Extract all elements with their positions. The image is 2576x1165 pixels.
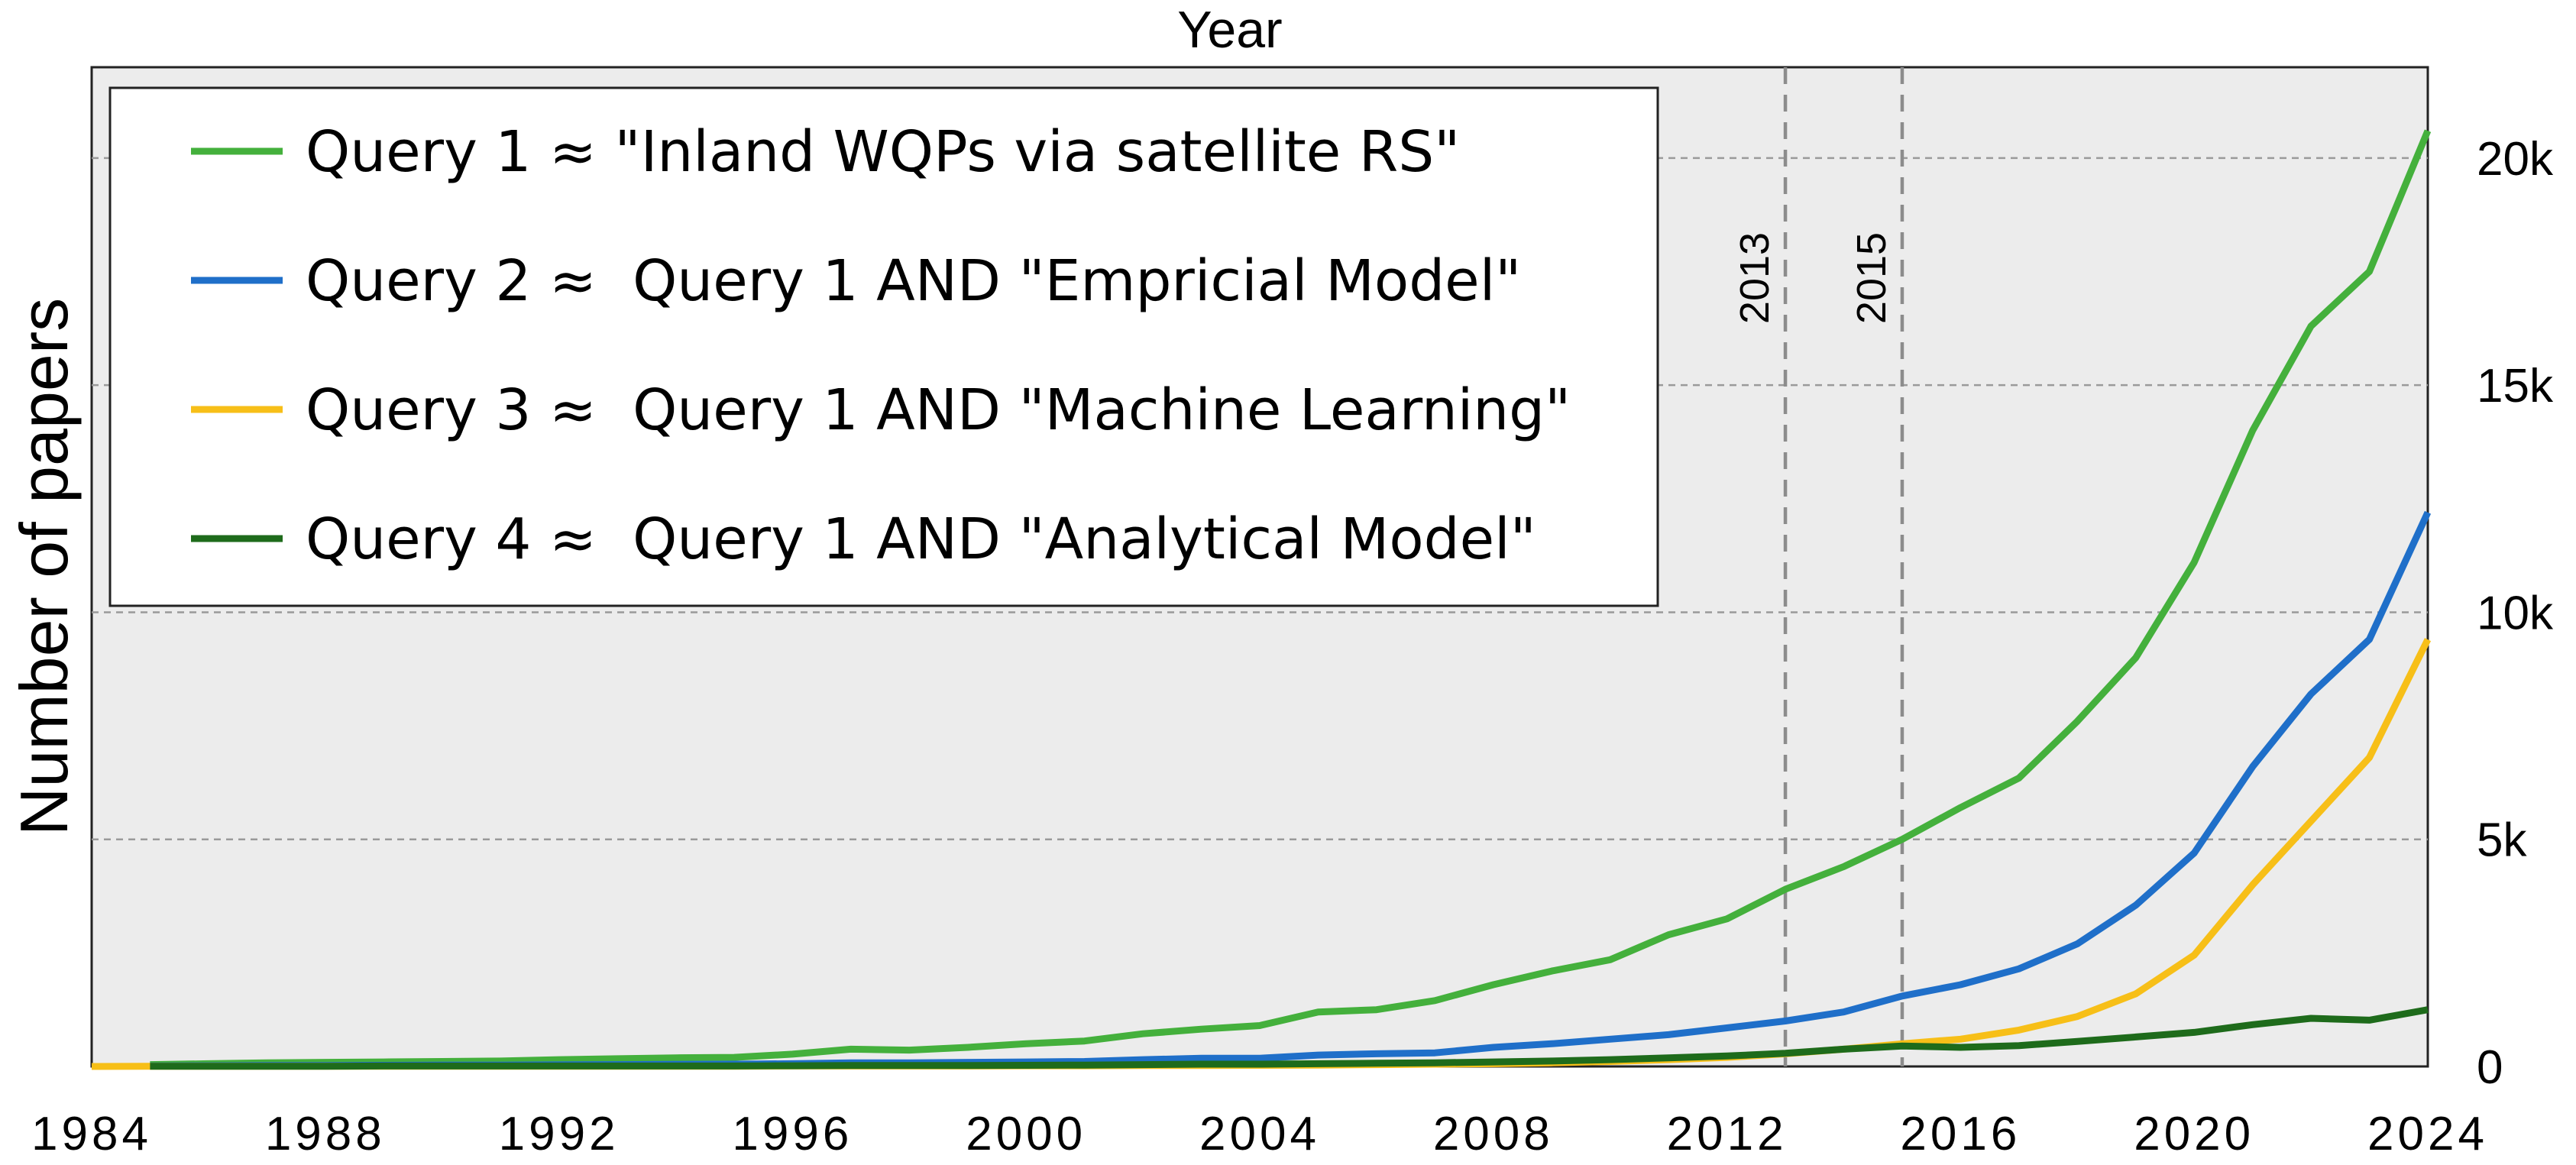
x-tick-label: 1992 [499, 1108, 620, 1160]
y-tick-label: 0 [2477, 1041, 2503, 1094]
legend-label-query-3: Query 3 ≈ Query 1 AND "Machine Learning" [306, 377, 1571, 443]
x-tick-label: 2008 [1433, 1108, 1554, 1160]
x-tick-label: 1984 [31, 1108, 152, 1160]
series-line-query-4 [150, 1006, 2429, 1070]
y-tick-label: 10k [2477, 587, 2554, 639]
x-tick-label: 1996 [732, 1108, 853, 1160]
y-axis-title: Number of papers [6, 298, 82, 836]
x-tick-label: 2020 [2134, 1108, 2254, 1160]
y-tick-label: 5k [2477, 814, 2527, 867]
x-tick-label: 2012 [1667, 1108, 1788, 1160]
legend: Query 1 ≈ "Inland WQPs via satellite RS"… [108, 86, 1659, 607]
reference-label-2013: 2013 [1732, 232, 1778, 324]
data-series [91, 129, 2432, 1070]
x-axis-title: Year [1177, 1, 1282, 59]
legend-label-query-4: Query 4 ≈ Query 1 AND "Analytical Model" [306, 506, 1536, 572]
x-tick-label: 2016 [1900, 1108, 2021, 1160]
y-axis-ticks: 0 5k 10k 15k 20k [2477, 133, 2554, 1094]
legend-label-query-1: Query 1 ≈ "Inland WQPs via satellite RS" [306, 119, 1460, 185]
series-line-query-1 [150, 129, 2432, 1069]
x-tick-label: 2000 [966, 1108, 1086, 1160]
reference-label-2015: 2015 [1849, 232, 1895, 324]
legend-box [108, 86, 1659, 607]
reference-lines: 2013 2015 [1732, 67, 1904, 1066]
x-axis-ticks: 1984 1988 1992 1996 2000 2004 2008 2012 2016 2020… [31, 1108, 2488, 1160]
x-tick-label: 1988 [265, 1108, 386, 1160]
y-tick-label: 15k [2477, 360, 2554, 413]
legend-label-query-2: Query 2 ≈ Query 1 AND "Empricial Model" [306, 248, 1521, 314]
x-tick-label: 2024 [2367, 1108, 2488, 1160]
grid-lines [92, 157, 2428, 840]
x-tick-label: 2004 [1199, 1108, 1320, 1160]
y-tick-label: 20k [2477, 133, 2554, 186]
